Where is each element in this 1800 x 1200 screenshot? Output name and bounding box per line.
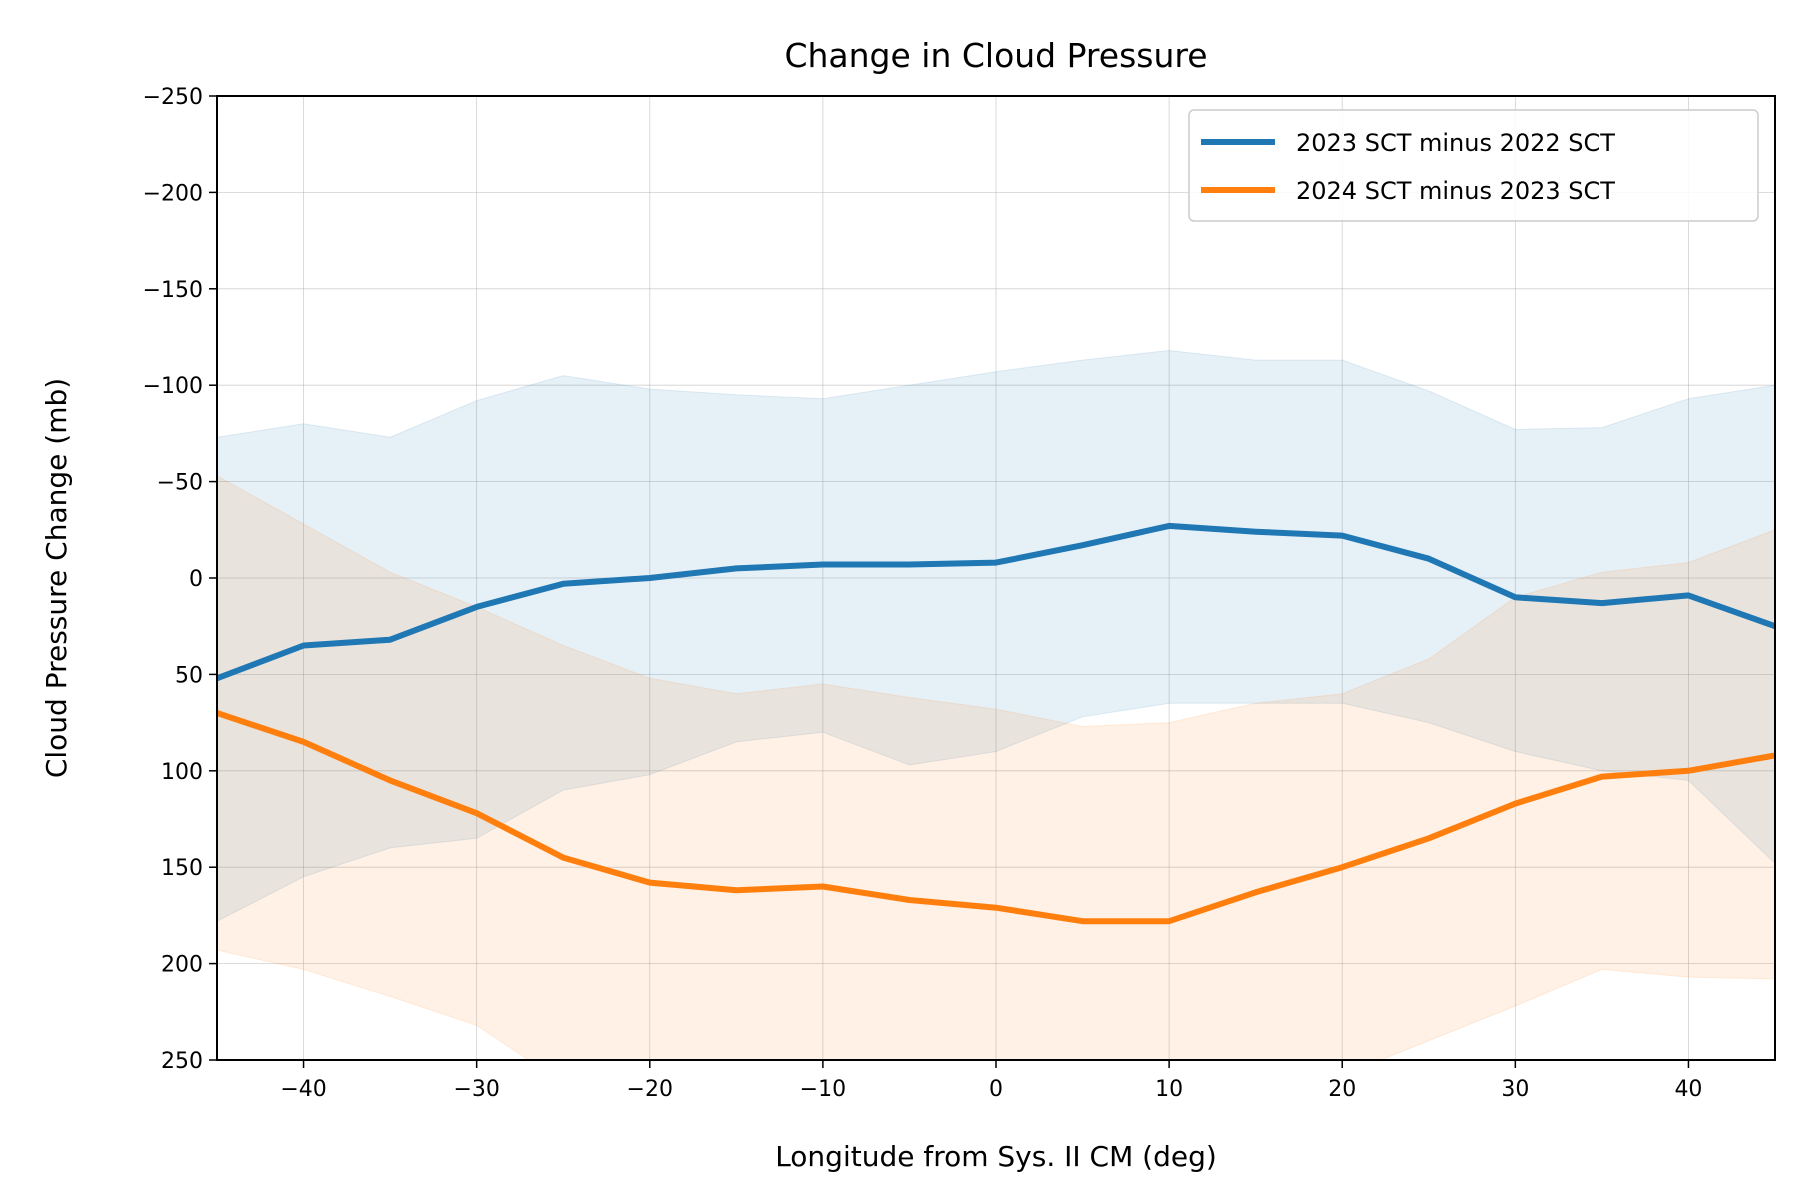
y-tick-label: −50 (157, 471, 203, 496)
legend-label-2024-minus-2023: 2024 SCT minus 2023 SCT (1296, 177, 1615, 205)
x-axis-label: Longitude from Sys. II CM (deg) (775, 1140, 1217, 1173)
chart-title: Change in Cloud Pressure (784, 36, 1207, 75)
y-tick-label: −100 (143, 374, 203, 399)
series-1-uncertainty-band (217, 475, 1775, 1060)
y-axis-ticks: −250 −200 −150 −100 −50 0 50 100 150 200 250 (143, 85, 217, 1074)
x-tick-label: 10 (1155, 1077, 1183, 1102)
y-tick-label: 150 (161, 856, 203, 881)
y-tick-label: −250 (143, 85, 203, 110)
x-tick-label: 20 (1328, 1077, 1356, 1102)
x-tick-label: 30 (1501, 1077, 1529, 1102)
uncertainty-bands (217, 349, 1775, 1060)
x-tick-label: −40 (280, 1077, 326, 1102)
y-axis-label: Cloud Pressure Change (mb) (40, 378, 73, 778)
x-tick-label: 0 (989, 1077, 1003, 1102)
x-tick-label: −30 (453, 1077, 499, 1102)
x-tick-label: −10 (800, 1077, 846, 1102)
series-0-uncertainty-band (217, 349, 1775, 922)
series-0-line (217, 522, 1775, 682)
series-1-line (217, 709, 1775, 925)
x-tick-label: 40 (1674, 1077, 1702, 1102)
y-tick-label: 250 (161, 1049, 203, 1074)
y-tick-label: −150 (143, 278, 203, 303)
y-tick-label: 50 (175, 663, 203, 688)
y-tick-label: −200 (143, 181, 203, 206)
x-tick-label: −20 (627, 1077, 673, 1102)
series-lines (217, 522, 1775, 925)
legend-box (1188, 109, 1759, 222)
y-tick-label: 200 (161, 953, 203, 978)
legend-label-2023-minus-2022: 2023 SCT minus 2022 SCT (1296, 129, 1615, 157)
x-axis-ticks: −40 −30 −20 −10 0 10 20 30 40 (280, 1060, 1702, 1102)
y-tick-label: 100 (161, 760, 203, 785)
legend: 2023 SCT minus 2022 SCT 2024 SCT minus 2… (1188, 109, 1759, 222)
y-tick-label: 0 (189, 567, 203, 592)
